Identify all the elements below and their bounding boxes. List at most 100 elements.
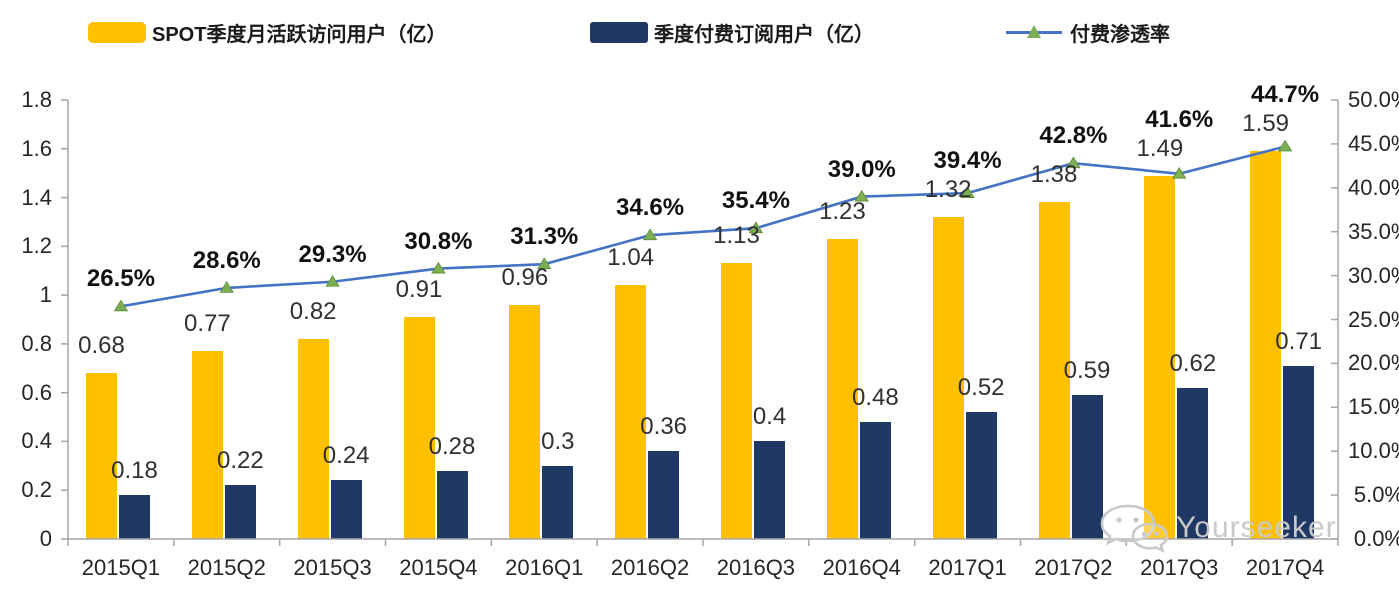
subscribers-bar (859, 421, 891, 539)
x-axis-category-label: 2017Q1 (928, 555, 1007, 580)
legend-item-mau: SPOT季度月活跃访问用户（亿） (88, 18, 446, 46)
x-axis-category-label: 2017Q2 (1034, 555, 1113, 580)
penetration-marker-icon (325, 274, 340, 287)
penetration-marker-icon (1277, 139, 1293, 152)
subscribers-bar (1071, 395, 1103, 539)
subscribers-value-label: 0.62 (1169, 349, 1217, 377)
mau-bar (721, 263, 752, 539)
subscribers-bar (436, 470, 468, 539)
subscribers-value-label: 0.4 (752, 403, 787, 431)
penetration-value-label: 31.3% (510, 223, 579, 251)
subscribers-bar (1177, 387, 1209, 539)
mau-legend-swatch-icon (88, 21, 146, 43)
right-axis-tick-label: 30.0% (1348, 262, 1399, 288)
mau-value-label: 1.59 (1242, 110, 1290, 138)
subscribers-bar (965, 412, 997, 539)
mau-bar (297, 339, 329, 539)
subscribers-value-label: 0.48 (851, 383, 899, 411)
left-axis-tick-label: 0.6 (21, 379, 52, 405)
x-axis-category-label: 2016Q3 (716, 555, 796, 580)
left-axis-tick-label: 0.4 (21, 428, 52, 454)
right-axis-tick-label: 50.0% (1348, 87, 1399, 112)
right-axis-tick-label: 25.0% (1348, 306, 1399, 332)
right-axis-tick-label: 40.0% (1348, 174, 1399, 200)
legend-item-penetration: 付费渗透率 (1006, 18, 1170, 46)
right-axis-tick-label: 5.0% (1353, 482, 1399, 508)
right-axis-tick-label: 0.0% (1353, 526, 1399, 551)
mau-bar (509, 304, 541, 539)
penetration-marker-icon (431, 261, 446, 274)
subscribers-value-label: 0.3 (541, 427, 575, 455)
penetration-value-label: 26.5% (86, 265, 155, 293)
x-axis-category-label: 2016Q4 (822, 555, 901, 580)
penetration-legend-label: 付费渗透率 (1070, 23, 1170, 46)
penetration-value-label: 44.7% (1251, 81, 1320, 109)
penetration-line-legend-icon (1006, 22, 1062, 43)
penetration-value-label: 39.0% (827, 155, 896, 183)
subscribers-legend-label: 季度付费订阅用户（亿） (654, 23, 874, 46)
subscribers-value-label: 0.22 (216, 447, 264, 475)
subscribers-bar (224, 485, 256, 539)
x-axis-category-label: 2016Q1 (505, 555, 584, 580)
penetration-value-label: 30.8% (404, 227, 473, 255)
right-axis-tick-label: 35.0% (1348, 218, 1399, 244)
subscribers-value-label: 0.71 (1275, 327, 1323, 355)
subscribers-value-label: 0.36 (640, 413, 688, 441)
mau-bar (86, 373, 117, 539)
left-axis-tick-label: 1.4 (21, 184, 52, 210)
x-axis-category-label: 2015Q4 (399, 555, 478, 580)
subscribers-bar (648, 451, 680, 539)
subscribers-value-label: 0.59 (1063, 357, 1111, 385)
penetration-marker-icon (219, 281, 234, 293)
penetration-marker-icon (642, 228, 658, 241)
mau-value-label: 0.96 (501, 263, 549, 291)
right-axis-tick-label: 45.0% (1348, 130, 1399, 156)
left-axis-tick-label: 0 (39, 526, 52, 551)
subscribers-value-label: 0.28 (428, 432, 476, 460)
penetration-value-label: 29.3% (298, 240, 367, 268)
right-axis-tick-label: 20.0% (1348, 350, 1399, 376)
subscribers-bar (119, 495, 150, 539)
mau-legend-label: SPOT季度月活跃访问用户（亿） (152, 23, 447, 46)
penetration-value-label: 28.6% (192, 246, 261, 274)
penetration-marker-icon (113, 299, 129, 312)
left-axis-tick-label: 1 (39, 282, 52, 308)
legend-item-subscribers: 季度付费订阅用户（亿） (590, 18, 874, 46)
subscribers-bar (754, 441, 785, 539)
x-axis-category-label: 2015Q2 (187, 555, 266, 580)
penetration-value-label: 41.6% (1145, 105, 1214, 133)
mau-value-label: 1.13 (713, 222, 760, 250)
mau-value-label: 0.77 (183, 310, 231, 338)
left-axis-tick-label: 0.8 (21, 330, 52, 356)
penetration-value-label: 34.6% (616, 194, 685, 222)
left-axis-tick-label: 1.8 (21, 87, 52, 112)
subscribers-bar (1283, 365, 1315, 539)
penetration-value-label: 35.4% (721, 187, 790, 215)
penetration-value-label: 39.4% (933, 147, 1002, 175)
subscribers-value-label: 0.24 (322, 442, 370, 470)
subscribers-legend-swatch-icon (590, 21, 648, 43)
subscribers-bar (542, 465, 574, 539)
mau-value-label: 0.91 (395, 276, 443, 304)
x-axis-category-label: 2015Q3 (293, 555, 372, 580)
left-axis-tick-label: 1.2 (21, 233, 52, 259)
x-axis-category-label: 2016Q2 (610, 555, 690, 580)
mau-value-label: 0.82 (289, 298, 337, 325)
x-axis-category-label: 2017Q4 (1245, 555, 1325, 580)
watermark-text: Yourseeker (1176, 511, 1337, 544)
x-axis-category-label: 2017Q3 (1140, 555, 1219, 580)
penetration-value-label: 42.8% (1039, 122, 1108, 150)
mau-bar (615, 285, 647, 539)
right-axis-tick-label: 15.0% (1348, 394, 1399, 420)
subscribers-bar (330, 480, 362, 539)
left-axis-tick-label: 1.6 (21, 135, 52, 161)
x-axis-category-label: 2015Q1 (81, 555, 161, 580)
subscribers-value-label: 0.52 (957, 374, 1005, 402)
right-axis-tick-label: 10.0% (1348, 438, 1399, 464)
subscribers-value-label: 0.18 (111, 457, 158, 485)
wechat-icon (1100, 504, 1169, 553)
watermark: Yourseeker (1098, 502, 1337, 554)
left-axis-tick-label: 0.2 (21, 477, 52, 503)
mau-value-label: 0.68 (78, 332, 125, 360)
